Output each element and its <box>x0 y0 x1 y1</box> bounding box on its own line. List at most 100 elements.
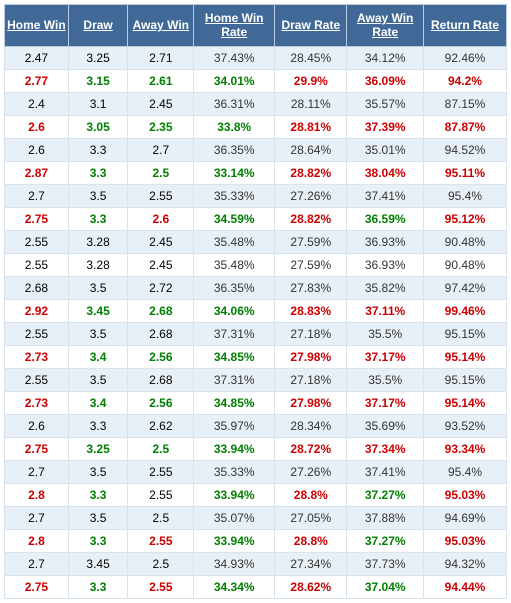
cell: 27.05% <box>275 506 347 529</box>
cell: 95.15% <box>424 322 507 345</box>
cell: 3.5 <box>68 506 128 529</box>
cell: 2.6 <box>5 138 69 161</box>
table-row: 2.553.282.4535.48%27.59%36.93%90.48% <box>5 230 507 253</box>
cell: 28.34% <box>275 414 347 437</box>
cell: 2.75 <box>5 207 69 230</box>
cell: 37.11% <box>347 299 424 322</box>
cell: 37.43% <box>194 46 275 69</box>
cell: 35.5% <box>347 322 424 345</box>
cell: 35.97% <box>194 414 275 437</box>
cell: 33.94% <box>194 529 275 552</box>
cell: 2.8 <box>5 529 69 552</box>
cell: 37.27% <box>347 483 424 506</box>
table-row: 2.73.52.5535.33%27.26%37.41%95.4% <box>5 460 507 483</box>
cell: 3.45 <box>68 299 128 322</box>
header-4[interactable]: Draw Rate <box>275 5 347 47</box>
cell: 28.11% <box>275 92 347 115</box>
cell: 2.5 <box>128 161 194 184</box>
cell: 27.18% <box>275 368 347 391</box>
cell: 34.12% <box>347 46 424 69</box>
cell: 27.18% <box>275 322 347 345</box>
header-5[interactable]: Away Win Rate <box>347 5 424 47</box>
cell: 27.98% <box>275 391 347 414</box>
cell: 35.48% <box>194 230 275 253</box>
table-row: 2.683.52.7236.35%27.83%35.82%97.42% <box>5 276 507 299</box>
cell: 35.82% <box>347 276 424 299</box>
table-row: 2.753.32.634.59%28.82%36.59%95.12% <box>5 207 507 230</box>
cell: 36.31% <box>194 92 275 115</box>
cell: 2.8 <box>5 483 69 506</box>
cell: 95.11% <box>424 161 507 184</box>
cell: 2.56 <box>128 345 194 368</box>
cell: 2.55 <box>5 368 69 391</box>
table-row: 2.873.32.533.14%28.82%38.04%95.11% <box>5 161 507 184</box>
cell: 2.35 <box>128 115 194 138</box>
cell: 27.34% <box>275 552 347 575</box>
cell: 36.09% <box>347 69 424 92</box>
cell: 28.83% <box>275 299 347 322</box>
cell: 95.14% <box>424 391 507 414</box>
cell: 3.5 <box>68 322 128 345</box>
table-row: 2.83.32.5533.94%28.8%37.27%95.03% <box>5 529 507 552</box>
cell: 29.9% <box>275 69 347 92</box>
cell: 2.62 <box>128 414 194 437</box>
cell: 28.45% <box>275 46 347 69</box>
cell: 90.48% <box>424 230 507 253</box>
cell: 2.73 <box>5 345 69 368</box>
cell: 3.3 <box>68 575 128 598</box>
cell: 2.5 <box>128 437 194 460</box>
cell: 34.85% <box>194 391 275 414</box>
cell: 3.25 <box>68 437 128 460</box>
cell: 37.41% <box>347 460 424 483</box>
cell: 37.17% <box>347 345 424 368</box>
cell: 35.57% <box>347 92 424 115</box>
header-3[interactable]: Home Win Rate <box>194 5 275 47</box>
cell: 36.93% <box>347 253 424 276</box>
cell: 2.4 <box>5 92 69 115</box>
header-1[interactable]: Draw <box>68 5 128 47</box>
cell: 34.85% <box>194 345 275 368</box>
header-row: Home WinDrawAway WinHome Win RateDraw Ra… <box>5 5 507 47</box>
cell: 99.46% <box>424 299 507 322</box>
cell: 2.55 <box>128 529 194 552</box>
cell: 35.5% <box>347 368 424 391</box>
header-0[interactable]: Home Win <box>5 5 69 47</box>
cell: 2.55 <box>128 184 194 207</box>
cell: 93.34% <box>424 437 507 460</box>
table-row: 2.473.252.7137.43%28.45%34.12%92.46% <box>5 46 507 69</box>
cell: 3.3 <box>68 529 128 552</box>
cell: 37.27% <box>347 529 424 552</box>
cell: 3.5 <box>68 184 128 207</box>
cell: 35.48% <box>194 253 275 276</box>
cell: 2.55 <box>5 322 69 345</box>
cell: 3.28 <box>68 230 128 253</box>
cell: 35.07% <box>194 506 275 529</box>
table-row: 2.553.52.6837.31%27.18%35.5%95.15% <box>5 322 507 345</box>
table-row: 2.773.152.6134.01%29.9%36.09%94.2% <box>5 69 507 92</box>
cell: 87.87% <box>424 115 507 138</box>
cell: 34.93% <box>194 552 275 575</box>
cell: 35.33% <box>194 184 275 207</box>
header-2[interactable]: Away Win <box>128 5 194 47</box>
cell: 28.72% <box>275 437 347 460</box>
cell: 37.73% <box>347 552 424 575</box>
cell: 36.59% <box>347 207 424 230</box>
cell: 3.28 <box>68 253 128 276</box>
cell: 2.75 <box>5 575 69 598</box>
cell: 35.01% <box>347 138 424 161</box>
cell: 92.46% <box>424 46 507 69</box>
cell: 94.52% <box>424 138 507 161</box>
cell: 3.3 <box>68 138 128 161</box>
cell: 95.12% <box>424 207 507 230</box>
cell: 2.6 <box>128 207 194 230</box>
cell: 95.15% <box>424 368 507 391</box>
table-row: 2.733.42.5634.85%27.98%37.17%95.14% <box>5 391 507 414</box>
cell: 93.52% <box>424 414 507 437</box>
table-row: 2.923.452.6834.06%28.83%37.11%99.46% <box>5 299 507 322</box>
cell: 28.64% <box>275 138 347 161</box>
cell: 34.59% <box>194 207 275 230</box>
cell: 2.45 <box>128 92 194 115</box>
header-6[interactable]: Return Rate <box>424 5 507 47</box>
cell: 3.45 <box>68 552 128 575</box>
cell: 95.14% <box>424 345 507 368</box>
